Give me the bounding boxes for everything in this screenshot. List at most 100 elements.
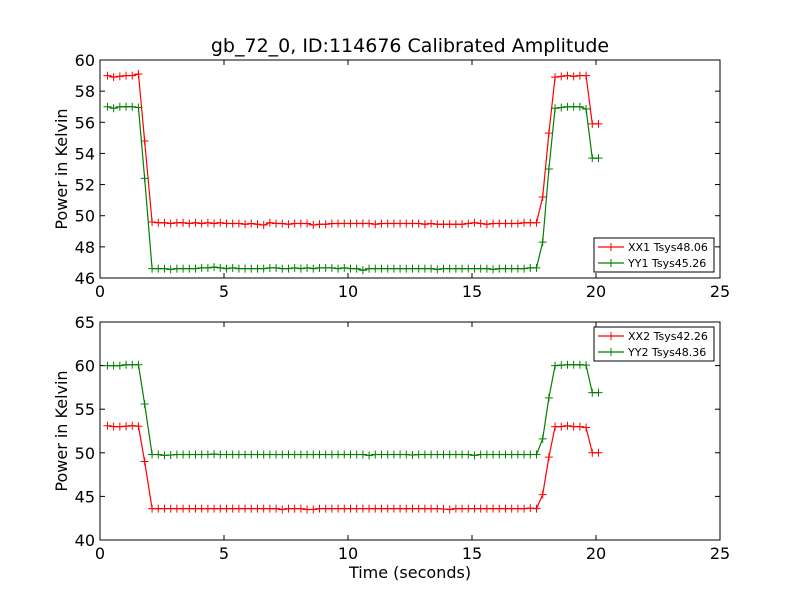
data-point-marker [340,263,349,272]
data-point-marker [140,174,149,183]
data-point-marker [538,490,547,499]
data-point-marker [140,399,149,408]
x-tick-label: 0 [95,282,105,301]
data-point-marker [272,263,281,272]
data-point-marker [103,71,112,80]
data-point-marker [234,219,243,228]
data-point-marker [296,504,305,513]
data-point-marker [464,450,473,459]
data-point-marker [445,505,454,514]
data-point-marker [179,218,188,227]
x-tick-label: 5 [219,544,229,563]
data-point-marker [482,220,491,229]
data-point-marker [575,102,584,111]
y-tick-label: 60 [75,51,95,70]
data-point-marker [365,451,374,460]
data-point-marker [247,219,256,228]
y-tick-label: 48 [75,238,95,257]
x-tick-label: 20 [586,282,606,301]
data-point-marker [134,360,143,369]
data-point-marker [532,504,541,513]
data-point-marker [538,238,547,247]
data-point-marker [303,219,312,228]
data-point-marker [303,263,312,272]
data-point-marker [557,72,566,81]
y-axis-label: Power in Kelvin [52,108,71,229]
data-point-marker [532,450,541,459]
data-point-marker [482,264,491,273]
y-tick-label: 55 [75,400,95,419]
legend-entry-label: YY2 Tsys48.36 [627,346,706,359]
data-point-marker [128,102,137,111]
data-point-marker [334,264,343,273]
x-tick-label: 20 [586,544,606,563]
data-point-marker [557,103,566,112]
data-point-marker [160,264,169,273]
y-tick-label: 40 [75,531,95,550]
data-point-marker [166,219,175,228]
data-point-marker [140,136,149,145]
data-point-marker [575,422,584,431]
data-point-marker [241,220,250,229]
data-point-marker [309,505,318,514]
data-point-marker [327,263,336,272]
legend-box [593,326,715,362]
data-point-marker [544,129,553,138]
data-point-marker [544,165,553,173]
data-point-marker [594,448,603,457]
data-point-marker [154,450,163,459]
data-point-marker [464,219,473,228]
data-point-marker [309,264,318,273]
legend-entry-label: YY1 Tsys45.26 [627,257,706,270]
data-point-marker [489,265,498,274]
data-point-marker [352,264,361,273]
data-point-marker [582,71,591,80]
data-point-marker [538,434,547,443]
data-point-marker [203,263,212,272]
data-point-marker [265,218,274,227]
x-tick-label: 10 [338,544,358,563]
data-point-marker [296,264,305,273]
data-point-marker [520,264,529,273]
data-point-marker [290,263,299,272]
x-tick-label: 0 [95,544,105,563]
legend-entry-label: XX1 Tsys48.06 [628,241,708,254]
y-tick-label: 45 [75,487,95,506]
y-tick-label: 46 [75,269,95,288]
bottom-subplot: 0 5 10 15 20 25 40 45 50 55 60 65 Power in Kelvin Tim… [52,313,730,582]
data-point-marker [582,423,591,432]
data-point-marker [197,219,206,228]
data-point-marker [594,154,603,163]
data-point-marker [148,217,157,226]
data-point-marker [109,73,118,82]
data-point-marker [582,361,591,370]
x-tick-label: 15 [462,544,482,563]
data-point-marker [210,263,219,272]
data-point-marker [433,265,442,274]
data-point-marker [115,72,124,81]
data-point-marker [140,457,149,466]
data-point-marker [216,263,225,272]
data-point-marker [191,218,200,227]
data-point-marker [594,119,603,128]
data-point-marker [544,393,553,402]
data-point-marker [551,73,560,82]
data-point-marker [358,450,367,459]
data-point-marker [532,263,541,272]
data-point-marker [557,422,566,431]
data-point-marker [253,220,262,229]
data-point-marker [203,218,212,227]
data-point-marker [103,421,112,430]
y-tick-label: 58 [75,82,95,101]
legend: XX1 Tsys48.06 YY1 Tsys45.26 [593,237,715,273]
top-subplot: 0 5 10 15 20 25 46 48 50 52 54 56 58 60 Power in Kelvi… [52,51,730,301]
data-point-marker [532,218,541,227]
data-point-marker [309,221,318,230]
data-point-marker [160,218,169,227]
data-point-marker [272,504,281,513]
legend-swatch-marker [607,348,615,356]
data-point-marker [544,453,553,462]
data-point-marker [109,104,118,113]
data-point-marker [259,264,268,273]
